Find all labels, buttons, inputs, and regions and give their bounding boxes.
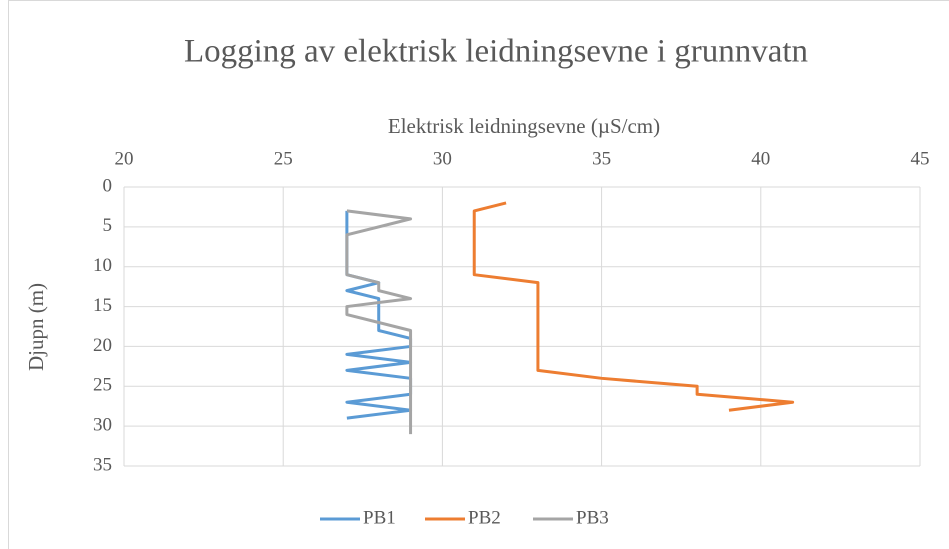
data-line — [345, 210, 413, 420]
y-tick-label: 20 — [93, 335, 112, 356]
chart-title: Logging av elektrisk leidningsevne i gru… — [184, 34, 808, 70]
x-axis-label: Elektrisk leidningsevne (µS/cm) — [388, 114, 660, 138]
y-tick-label: 25 — [93, 375, 112, 396]
y-tick-label: 10 — [93, 255, 112, 276]
legend-label: PB1 — [363, 507, 396, 528]
x-tick-label: 40 — [751, 148, 770, 169]
y-tick-label: 35 — [93, 454, 112, 475]
y-axis-label: Djupn (m) — [24, 283, 48, 371]
x-tick-label: 45 — [911, 148, 930, 169]
y-tick-label: 0 — [103, 175, 113, 196]
x-tick-label: 35 — [592, 148, 611, 169]
x-tick-label: 30 — [433, 148, 452, 169]
legend-label: PB2 — [468, 507, 501, 528]
legend-label: PB3 — [576, 507, 609, 528]
x-tick-label: 20 — [115, 148, 134, 169]
data-line — [345, 209, 413, 435]
x-tick-label: 25 — [274, 148, 293, 169]
data-line — [472, 201, 795, 412]
y-tick-label: 30 — [93, 415, 112, 436]
y-tick-label: 5 — [103, 215, 113, 236]
y-tick-label: 15 — [93, 295, 112, 316]
